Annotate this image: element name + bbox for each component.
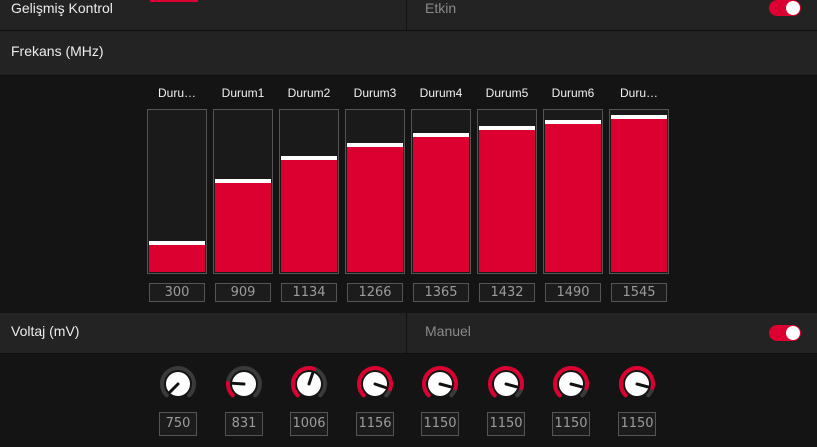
voltage-value-box[interactable]: 1150 (618, 412, 656, 436)
frequency-bar-fill (545, 120, 601, 272)
advanced-control-label: Gelişmiş Kontrol (11, 0, 113, 16)
voltage-value-box[interactable]: 1150 (421, 412, 459, 436)
frequency-bar[interactable] (609, 109, 669, 274)
active-tab-indicator (150, 0, 198, 2)
advanced-control-right: Etkin (406, 0, 817, 30)
frequency-bar[interactable] (213, 109, 273, 274)
state-label: Durum4 (419, 86, 463, 100)
frequency-bar-handle[interactable] (479, 126, 535, 130)
frequency-bar-handle[interactable] (413, 133, 469, 137)
frequency-bar-handle[interactable] (281, 156, 337, 160)
frequency-bar-fill (413, 133, 469, 272)
frequency-value-box[interactable]: 1432 (479, 283, 535, 302)
voltage-header: Voltaj (mV) Manuel (0, 313, 817, 354)
frequency-value-box[interactable]: 1545 (611, 283, 667, 302)
state-label: Durum3 (353, 86, 397, 100)
voltage-knob[interactable] (421, 365, 459, 403)
frequency-bar-handle[interactable] (611, 115, 667, 119)
state-label: Durum6 (551, 86, 595, 100)
frequency-bar[interactable] (411, 109, 471, 274)
frequency-value-box[interactable]: 1266 (347, 283, 403, 302)
toggle-knob (786, 326, 800, 340)
frequency-value-box[interactable]: 1134 (281, 283, 337, 302)
frequency-value-box[interactable]: 1365 (413, 283, 469, 302)
voltage-right: Manuel (406, 313, 817, 353)
frequency-value-box[interactable]: 1490 (545, 283, 601, 302)
frequency-bar-fill (215, 179, 271, 272)
frequency-bar-fill (347, 143, 403, 272)
frequency-bar-handle[interactable] (149, 241, 205, 245)
frequency-bar[interactable] (477, 109, 537, 274)
frequency-bar-handle[interactable] (545, 120, 601, 124)
voltage-toggle[interactable] (769, 325, 801, 341)
frequency-bar[interactable] (543, 109, 603, 274)
voltage-knob[interactable] (552, 365, 590, 403)
state-label: Durum5 (485, 86, 529, 100)
advanced-control-toggle[interactable] (769, 0, 801, 16)
voltage-knob[interactable] (290, 365, 328, 403)
frequency-header: Frekans (MHz) (0, 31, 817, 76)
frequency-value-box[interactable]: 300 (149, 283, 205, 302)
voltage-knob[interactable] (225, 365, 263, 403)
frequency-bar[interactable] (147, 109, 207, 274)
frequency-bar[interactable] (279, 109, 339, 274)
voltage-label: Voltaj (mV) (11, 323, 80, 339)
advanced-control-row: Gelişmiş Kontrol Etkin (0, 0, 817, 31)
frequency-bar-fill (611, 115, 667, 272)
frequency-bar-fill (281, 156, 337, 272)
frequency-bar-fill (479, 126, 535, 272)
voltage-knob[interactable] (356, 365, 394, 403)
advanced-control-state: Etkin (425, 0, 457, 16)
voltage-knob[interactable] (618, 365, 656, 403)
state-label: Durum2 (287, 86, 331, 100)
voltage-value-box[interactable]: 1150 (487, 412, 525, 436)
toggle-knob (786, 1, 800, 15)
frequency-bar[interactable] (345, 109, 405, 274)
frequency-value-box[interactable]: 909 (215, 283, 271, 302)
state-label: Duru… (157, 86, 196, 100)
frequency-label: Frekans (MHz) (11, 43, 104, 59)
voltage-value-box[interactable]: 750 (159, 412, 197, 436)
voltage-knob[interactable] (487, 365, 525, 403)
voltage-knob[interactable] (159, 365, 197, 403)
voltage-value-box[interactable]: 831 (225, 412, 263, 436)
voltage-value-box[interactable]: 1006 (290, 412, 328, 436)
frequency-bar-fill (149, 241, 205, 272)
voltage-value-box[interactable]: 1150 (552, 412, 590, 436)
voltage-mode: Manuel (425, 323, 471, 339)
state-label: Durum1 (221, 86, 265, 100)
frequency-bar-handle[interactable] (347, 143, 403, 147)
voltage-value-box[interactable]: 1156 (356, 412, 394, 436)
frequency-bar-handle[interactable] (215, 179, 271, 183)
state-label: Duru… (619, 86, 658, 100)
